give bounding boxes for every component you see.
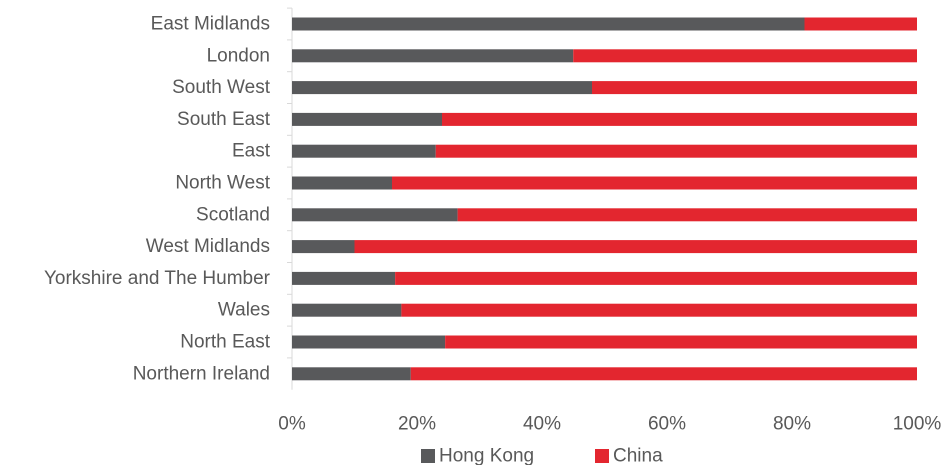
bar-segment-china: [592, 81, 917, 95]
bar-segment-hong-kong: [292, 303, 402, 317]
bar-segment-hong-kong: [292, 271, 396, 285]
legend-swatch-hong-kong: [421, 449, 435, 463]
category-label: North East: [180, 332, 270, 353]
x-tick-label: 60%: [648, 414, 686, 435]
bar-segment-china: [401, 303, 917, 317]
category-label: North West: [175, 173, 270, 194]
bar-segment-hong-kong: [292, 208, 458, 222]
x-tick-label: 80%: [773, 414, 811, 435]
category-label: East: [232, 141, 271, 162]
bar-segment-hong-kong: [292, 81, 592, 95]
category-label: South East: [177, 109, 271, 130]
category-label: West Midlands: [146, 236, 270, 257]
x-tick-label: 0%: [278, 414, 306, 435]
bar-segment-hong-kong: [292, 144, 436, 158]
x-tick-label: 40%: [523, 414, 561, 435]
bar-segment-hong-kong: [292, 112, 442, 126]
x-tick-label: 100%: [893, 414, 942, 435]
bar-segment-china: [392, 176, 917, 190]
bar-segment-hong-kong: [292, 367, 411, 381]
category-label: Wales: [218, 300, 270, 321]
bar-segment-hong-kong: [292, 240, 355, 254]
legend-swatch-china: [595, 449, 609, 463]
category-label: Yorkshire and The Humber: [44, 268, 271, 289]
legend-label-china: China: [613, 446, 663, 466]
legend-label-hong-kong: Hong Kong: [439, 446, 534, 466]
category-label: South West: [172, 77, 271, 98]
bar-segment-china: [435, 144, 917, 158]
category-label: East Midlands: [151, 14, 270, 35]
x-tick-label: 20%: [398, 414, 436, 435]
bar-segment-china: [573, 49, 917, 63]
bar-segment-hong-kong: [292, 335, 446, 349]
category-label: London: [207, 45, 270, 66]
bar-segment-hong-kong: [292, 49, 574, 63]
bar-segment-china: [354, 240, 917, 254]
bar-segment-china: [445, 335, 917, 349]
bar-segment-china: [457, 208, 917, 222]
bar-segment-china: [410, 367, 917, 381]
bar-segment-china: [804, 17, 917, 31]
bar-segment-hong-kong: [292, 17, 805, 31]
category-label: Scotland: [196, 204, 270, 225]
bar-segment-china: [442, 112, 917, 126]
bar-segment-hong-kong: [292, 176, 392, 190]
bar-segment-china: [395, 271, 917, 285]
category-label: Northern Ireland: [133, 363, 270, 384]
